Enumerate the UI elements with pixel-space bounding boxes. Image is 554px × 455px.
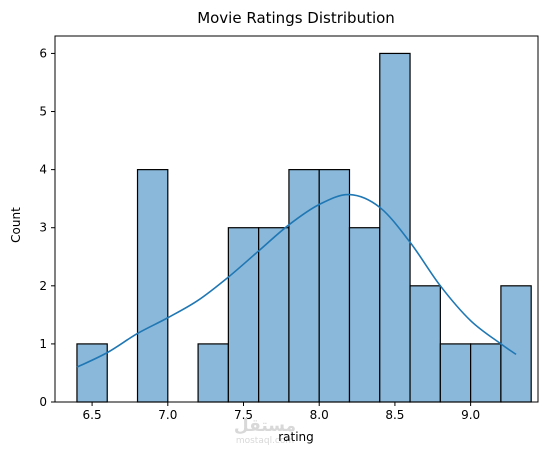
histogram-bar	[258, 227, 290, 403]
plot-frame	[54, 35, 539, 403]
histogram-bar	[409, 285, 441, 403]
y-tick-label: 5	[39, 105, 47, 119]
watermark-arabic: مستقل	[234, 416, 296, 436]
kde-curve-group	[76, 193, 517, 368]
chart-title: Movie Ratings Distribution	[197, 9, 395, 27]
histogram-bar	[197, 343, 229, 403]
x-tick-label: 7.5	[234, 408, 253, 422]
histogram-bar	[379, 52, 411, 403]
x-tick-label: 8.0	[310, 408, 329, 422]
histogram-bar	[288, 169, 320, 403]
x-tick-label: 6.5	[83, 408, 102, 422]
histogram-bar	[470, 343, 502, 403]
y-tick-label: 2	[39, 279, 47, 293]
watermark: مستقل mostaql.com	[234, 416, 296, 446]
axes-frame	[54, 35, 539, 403]
x-tick-label: 8.5	[385, 408, 404, 422]
y-axis-ticks: 0 1 2 3 4 5 6	[39, 46, 55, 409]
histogram-bar	[318, 169, 351, 403]
x-tick-label: 7.0	[158, 408, 177, 422]
kde-line	[76, 193, 517, 368]
x-axis-ticks: 6.5 7.0 7.5 8.0 8.5 9.0	[83, 402, 480, 422]
y-tick-label: 0	[39, 395, 47, 409]
histogram-bar	[227, 227, 260, 403]
histogram-bar	[439, 343, 472, 403]
histogram-bar	[500, 285, 532, 403]
y-tick-label: 4	[39, 163, 47, 177]
y-axis-label: Count	[9, 207, 23, 243]
x-axis-label: rating	[278, 430, 314, 444]
y-tick-label: 6	[39, 46, 47, 60]
histogram-bars	[76, 52, 532, 403]
watermark-latin: mostaql.com	[236, 436, 294, 446]
y-tick-label: 3	[39, 221, 47, 235]
x-tick-label: 9.0	[461, 408, 480, 422]
y-tick-label: 1	[39, 337, 47, 351]
histogram-bar	[348, 227, 381, 403]
histogram-bar	[136, 169, 169, 403]
histogram-bar	[76, 343, 108, 403]
